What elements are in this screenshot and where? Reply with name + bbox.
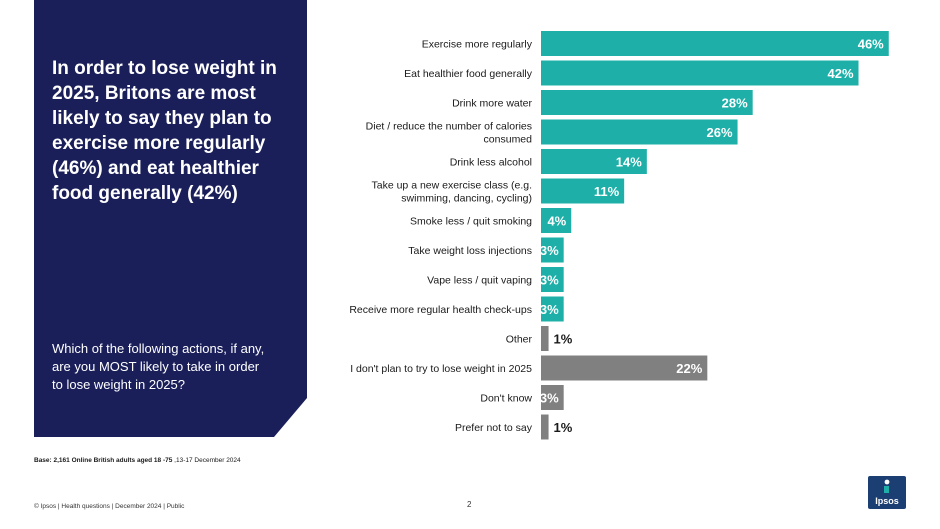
value-label: 46%: [858, 37, 884, 52]
category-label: Vape less / quit vaping: [427, 275, 532, 287]
value-label: 4%: [547, 214, 566, 229]
category-label: Drink more water: [452, 98, 532, 110]
headline-panel: In order to lose weight in 2025, Britons…: [34, 0, 307, 437]
category-label: Receive more regular health check-ups: [349, 304, 532, 316]
bar: [541, 208, 572, 233]
page-number: 2: [467, 500, 472, 509]
category-label: Drink less alcohol: [450, 157, 532, 169]
value-label: 42%: [827, 66, 853, 81]
bar: [541, 385, 564, 410]
bar: [541, 296, 564, 322]
bar: [541, 90, 753, 115]
bar: [541, 149, 647, 174]
bar: [541, 31, 889, 56]
category-label: Smoke less / quit smoking: [410, 216, 532, 228]
base-note: Base: 2,161 Online British adults aged 1…: [34, 457, 241, 464]
bar-chart: Exercise more regularly 46% Eat healthier …: [349, 31, 889, 440]
category-label: Take weight loss injections: [408, 245, 532, 257]
bar: [541, 237, 564, 263]
value-label: 22%: [676, 361, 702, 376]
value-label: 14%: [616, 155, 642, 170]
category-label: Exercise more regularly: [422, 39, 533, 51]
category-label: I don't plan to try to lose weight in 20…: [350, 363, 532, 375]
base-note-rest: ,13-17 December 2024: [172, 457, 241, 464]
footer-text: © Ipsos | Health questions | December 20…: [34, 503, 185, 510]
headline: In order to lose weight in 2025, Britons…: [52, 58, 277, 204]
category-label: Take up a new exercise class (e.g. swimmi…: [372, 180, 533, 205]
logo-text: Ipsos: [875, 496, 899, 506]
value-label: 26%: [707, 125, 733, 140]
value-label: 1%: [554, 332, 573, 347]
value-label: 28%: [722, 96, 748, 111]
value-label: 3%: [540, 391, 559, 406]
value-label: 1%: [554, 420, 573, 435]
category-label: Diet / reduce the number of calories cons…: [366, 121, 532, 146]
survey-question: Which of the following actions, if any, …: [52, 341, 265, 392]
bar: [541, 178, 625, 204]
base-note-bold: Base: 2,161 Online British adults aged 1…: [34, 457, 173, 464]
category-label: Other: [506, 334, 533, 346]
bar: [541, 267, 564, 292]
bar: [541, 355, 708, 381]
category-label: Eat healthier food generally: [404, 68, 533, 80]
value-label: 3%: [540, 273, 559, 288]
bar: [541, 119, 738, 145]
bar: [541, 326, 549, 351]
value-label: 3%: [540, 302, 559, 317]
bar: [541, 414, 549, 440]
category-label: Don't know: [480, 393, 532, 405]
ipsos-logo: Ipsos: [868, 476, 906, 509]
value-label: 11%: [594, 184, 620, 199]
logo-figure-icon: [884, 479, 890, 493]
bar: [541, 60, 859, 86]
category-label: Prefer not to say: [455, 422, 533, 434]
value-label: 3%: [540, 243, 559, 258]
